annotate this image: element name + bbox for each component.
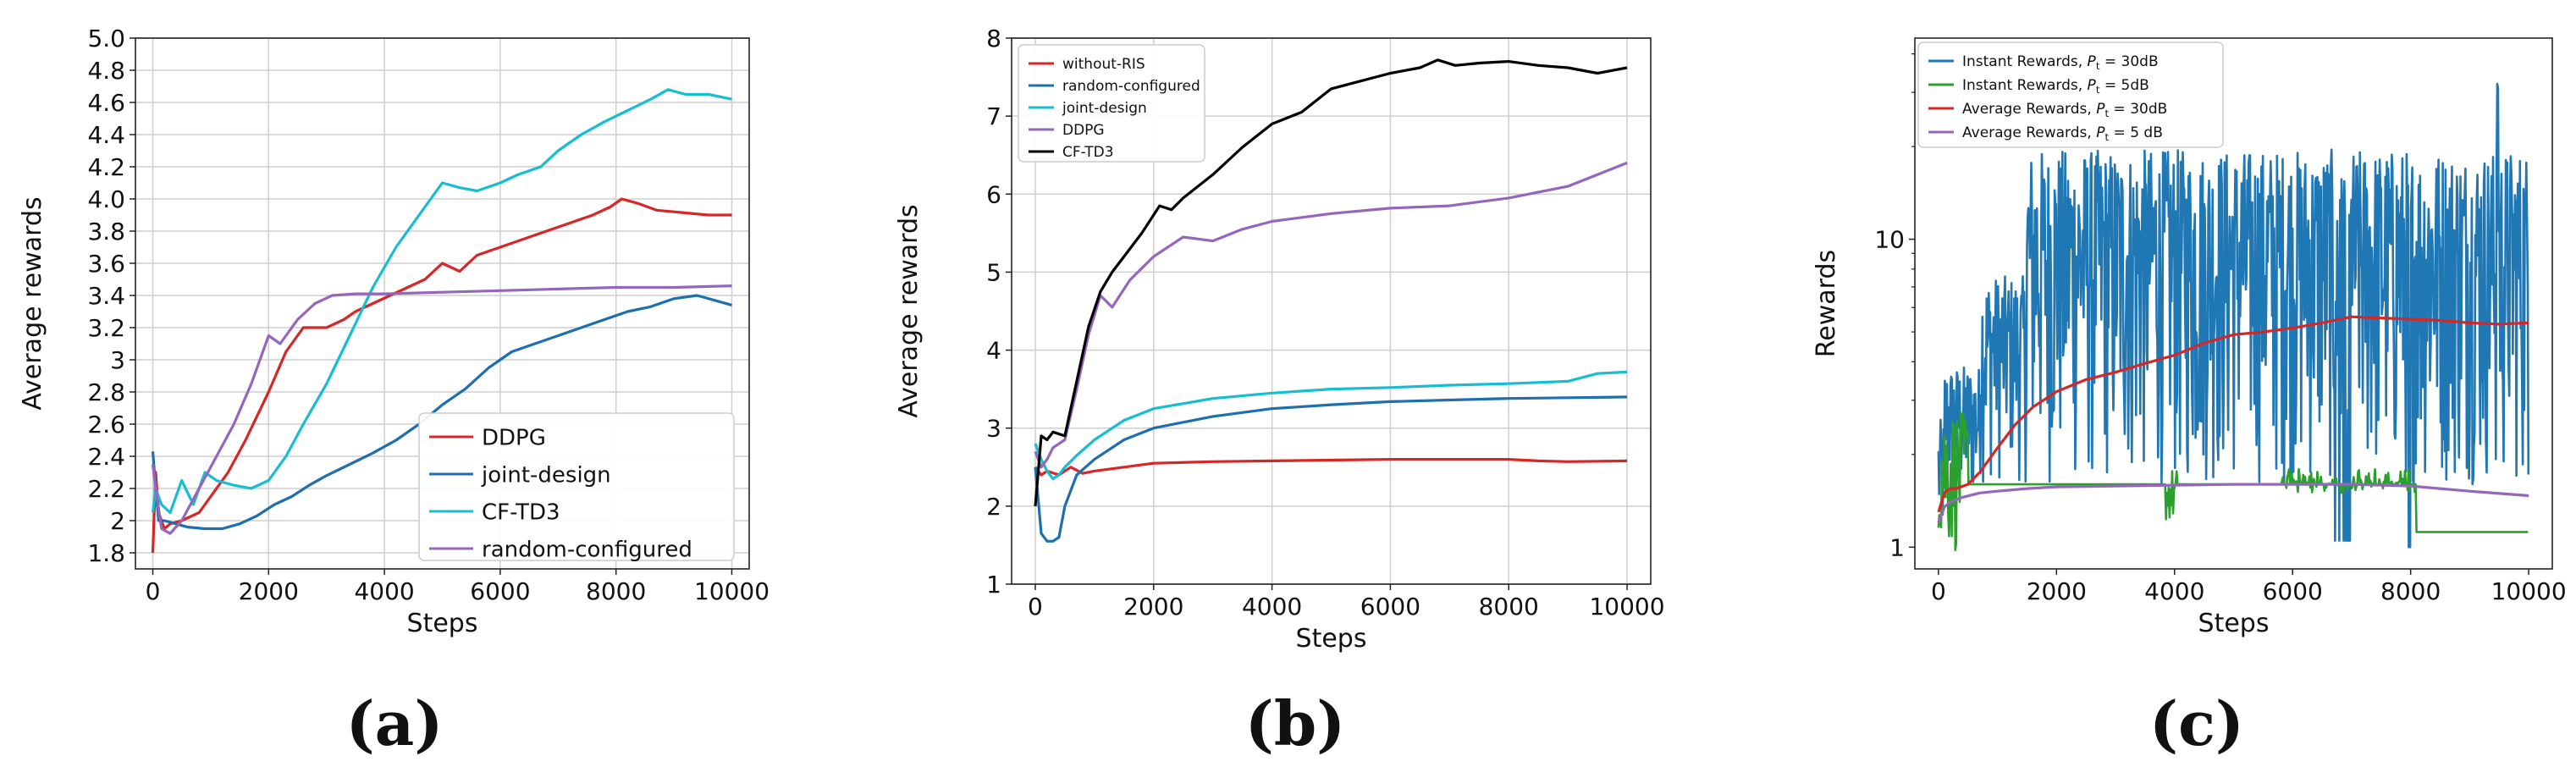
x-tick-label: 2000 xyxy=(239,577,299,605)
y-tick-label: 4.6 xyxy=(87,89,125,117)
legend-entry: DDPG xyxy=(482,425,546,450)
x-tick-label: 0 xyxy=(1028,593,1043,621)
y-tick-label: 4 xyxy=(986,337,1001,365)
legend-entry: Instant Rewards, Pt = 30dB xyxy=(1962,53,2159,72)
x-tick-label: 10000 xyxy=(694,577,769,605)
y-tick-label: 2.6 xyxy=(87,411,125,439)
y-tick-label: 2.2 xyxy=(87,475,125,503)
y-tick-label: 2 xyxy=(110,507,125,535)
y-tick-label: 1 xyxy=(1889,533,1905,561)
y-tick-label: 4.0 xyxy=(87,185,125,213)
y-tick-label: 6 xyxy=(986,180,1001,208)
legend-entry: DDPG xyxy=(1062,122,1105,139)
x-tick-label: 6000 xyxy=(1360,593,1420,621)
x-axis-label: Steps xyxy=(1296,624,1367,654)
series-line-1 xyxy=(1034,395,1628,543)
legend-entry: without-RIS xyxy=(1062,56,1145,73)
x-tick-label: 4000 xyxy=(1242,593,1302,621)
series-line-2 xyxy=(1937,315,2529,513)
legend-entry: joint-design xyxy=(1062,100,1147,117)
legend-entry: CF-TD3 xyxy=(482,499,560,525)
x-tick-label: 2000 xyxy=(2027,577,2087,605)
series-line-4 xyxy=(1034,58,1628,507)
y-tick-label: 3.2 xyxy=(87,314,125,342)
x-tick-label: 8000 xyxy=(1479,593,1539,621)
x-tick-label: 8000 xyxy=(2380,577,2441,605)
y-tick-label: 3 xyxy=(986,415,1001,443)
y-tick-label: 5.0 xyxy=(87,25,125,52)
y-tick-label: 2.8 xyxy=(87,378,125,406)
series-line-3 xyxy=(1937,483,2529,524)
x-tick-label: 10000 xyxy=(2491,577,2567,605)
series-line-0 xyxy=(151,197,732,554)
y-tick-label: 4.2 xyxy=(87,153,125,181)
legend-box xyxy=(418,412,735,561)
y-tick-label: 2.4 xyxy=(87,443,125,471)
x-tick-label: 4000 xyxy=(354,577,414,605)
panel-c: 0 2000 4000 6000 8000 10000 1 10 Steps Rewards Ins… xyxy=(1812,37,2567,638)
y-tick-label: 8 xyxy=(986,25,1001,52)
legend-box xyxy=(1018,44,1205,163)
y-tick-label: 3 xyxy=(110,346,125,374)
y-tick-label: 7 xyxy=(986,102,1001,130)
y-tick-label: 3.6 xyxy=(87,250,125,278)
legend-entry: random-configured xyxy=(1062,78,1200,95)
legend-entry: Instant Rewards, Pt = 5dB xyxy=(1962,77,2149,96)
series-line-3 xyxy=(151,284,732,535)
plot-frame xyxy=(1914,37,2553,570)
x-tick-label: 10000 xyxy=(1589,593,1664,621)
y-tick-label: 4.4 xyxy=(87,121,125,149)
x-axis-label: Steps xyxy=(2198,609,2270,638)
y-tick-label: 3.4 xyxy=(87,282,125,310)
caption-c: (c) xyxy=(2149,687,2244,759)
x-tick-label: 2000 xyxy=(1123,593,1183,621)
x-tick-label: 6000 xyxy=(2263,577,2323,605)
y-axis-label: Average rewards xyxy=(894,204,924,417)
y-tick-label: 1.8 xyxy=(87,539,125,567)
legend-entry: Average Rewards, Pt = 5 dB xyxy=(1962,124,2163,143)
y-tick-label: 10 xyxy=(1874,226,1905,254)
y-tick-label: 4.8 xyxy=(87,57,125,85)
panel-a: 0 2000 4000 6000 8000 10000 1.8 2 2.2 2.4 2.6 2.8 3 3… xyxy=(18,25,769,638)
legend-entry: CF-TD3 xyxy=(1062,144,1114,161)
panel-b: 0 2000 4000 6000 8000 10000 1 2 3 4 5 6 7 8 Steps Avera… xyxy=(894,25,1665,654)
y-axis-label: Average rewards xyxy=(18,196,47,410)
caption-b: (b) xyxy=(1245,687,1345,759)
legend-box xyxy=(1917,41,2224,148)
plot-frame xyxy=(1011,37,1652,585)
y-tick-label: 1 xyxy=(986,571,1001,599)
series-line-0 xyxy=(1937,82,2530,549)
y-tick-label: 2 xyxy=(986,493,1001,521)
legend-entry: random-configured xyxy=(482,537,692,562)
y-tick-label: 5 xyxy=(986,258,1001,286)
y-tick-label: 3.8 xyxy=(87,218,125,246)
series-line-3 xyxy=(1034,161,1628,469)
x-axis-label: Steps xyxy=(407,609,478,638)
x-tick-label: 6000 xyxy=(470,577,530,605)
legend-entry: Average Rewards, Pt = 30dB xyxy=(1962,101,2167,119)
legend-entry: joint-design xyxy=(481,462,611,488)
x-tick-label: 0 xyxy=(146,577,161,605)
series-line-2 xyxy=(1034,370,1628,481)
caption-a: (a) xyxy=(346,687,444,759)
x-tick-label: 0 xyxy=(1931,577,1946,605)
y-axis-label: Rewards xyxy=(1812,250,1841,357)
x-tick-label: 4000 xyxy=(2144,577,2204,605)
x-tick-label: 8000 xyxy=(586,577,646,605)
series-line-1 xyxy=(151,294,732,531)
plot-frame xyxy=(135,37,750,570)
series-line-0 xyxy=(1034,458,1628,477)
